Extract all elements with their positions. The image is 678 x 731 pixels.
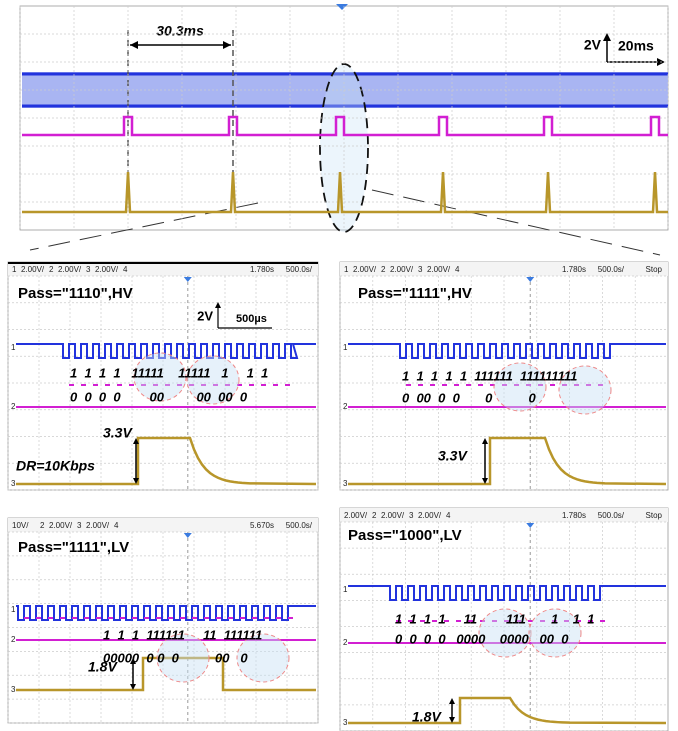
- voltage-label: 1.8V: [88, 659, 118, 675]
- channel-number: 3: [77, 521, 82, 530]
- volt-scale: 2V: [584, 37, 602, 53]
- channel-marker: 2: [11, 635, 16, 644]
- bits-high: 1 1 1 1 11111 11111 1 1 1: [70, 365, 268, 380]
- channel-number: 1: [12, 265, 17, 274]
- header-info: 1.780s: [250, 265, 274, 274]
- channel-marker: 3: [11, 479, 16, 488]
- volt-scale: 2V: [197, 308, 213, 323]
- channel-number: 1: [344, 265, 349, 274]
- header-info: 500.0s/: [598, 265, 625, 274]
- header-info: 5.670s: [250, 521, 274, 530]
- channel-marker: 2: [343, 638, 348, 647]
- voltage-label: 3.3V: [438, 448, 468, 464]
- scope-panel: 10V/2 2.00V/3 2.00V/4 5.670s 500.0s/1 2 3 Pass=…: [8, 518, 318, 723]
- note: DR=10Kbps: [16, 458, 95, 474]
- time-scale: 20ms: [618, 38, 654, 54]
- scope-panel: 2.00V/2 2.00V/3 2.00V/4 1.780s 500.0s/Stop 1 2…: [340, 508, 668, 731]
- time-scale: 500µs: [236, 313, 267, 325]
- channel-scale: 10V/: [12, 521, 29, 530]
- channel-marker: 2: [343, 402, 348, 411]
- bits-high: 1 1 1 1 11 111 1 1 1: [395, 611, 594, 626]
- channel-number: 2: [49, 265, 54, 274]
- header-info: 500.0s/: [286, 521, 313, 530]
- channel-scale: 2.00V/: [344, 511, 368, 520]
- bits-low: 00000 0 0 0 00 0: [103, 650, 248, 665]
- channel-scale: 2.00V/: [58, 265, 82, 274]
- bits-high: 1 1 1 1 1 111111 111111111: [402, 368, 577, 383]
- channel-scale: 2.00V/: [353, 265, 377, 274]
- channel-number: 2: [372, 511, 377, 520]
- channel-marker: 3: [343, 718, 348, 727]
- bits-low: 0 00 0 0 0 0: [402, 390, 536, 405]
- figure: 30.3ms 2V 20ms 1 2.00V/2 2.00V/3 2.00V/4 1.7…: [0, 0, 678, 731]
- channel-scale: 2.00V/: [418, 511, 442, 520]
- header-info: 1.780s: [562, 265, 586, 274]
- bits-low: 0 0 0 0 00 00 00 0: [70, 389, 248, 404]
- bits-low: 0 0 0 0 0000 0000 00 0: [395, 631, 569, 646]
- scope-panel: 1 2.00V/2 2.00V/3 2.00V/4 1.780s 500.0s/1 2 3 Pa…: [8, 262, 318, 490]
- channel-marker: 2: [11, 402, 16, 411]
- channel-number: 4: [446, 511, 451, 520]
- channel-marker: 3: [343, 479, 348, 488]
- voltage-label: 3.3V: [103, 425, 133, 441]
- channel-marker: 1: [11, 343, 16, 352]
- scope-panel: 1 2.00V/2 2.00V/3 2.00V/4 1.780s 500.0s/Stop 1…: [340, 262, 668, 490]
- channel-scale: 2.00V/: [49, 521, 73, 530]
- overview-scope: 30.3ms 2V 20ms: [20, 4, 668, 255]
- channel-number: 4: [114, 521, 119, 530]
- channel-scale: 2.00V/: [21, 265, 45, 274]
- voltage-label: 1.8V: [412, 709, 442, 725]
- header-info: 1.780s: [562, 511, 586, 520]
- channel-number: 3: [409, 511, 414, 520]
- channel-scale: 2.00V/: [427, 265, 451, 274]
- channel-number: 2: [40, 521, 45, 530]
- channel-scale: 2.00V/: [86, 521, 110, 530]
- channel-scale: 2.00V/: [95, 265, 119, 274]
- panel-title: Pass="1111",HV: [358, 285, 472, 302]
- channel-marker: 1: [343, 585, 348, 594]
- span-label: 30.3ms: [156, 23, 204, 39]
- channel-marker: 1: [11, 605, 16, 614]
- channel-number: 2: [381, 265, 386, 274]
- channel-marker: 3: [11, 685, 16, 694]
- channel-scale: 2.00V/: [381, 511, 405, 520]
- header-info: 500.0s/: [286, 265, 313, 274]
- zoomed-scopes: 1 2.00V/2 2.00V/3 2.00V/4 1.780s 500.0s/1 2 3 Pa…: [8, 262, 668, 731]
- header-info: Stop: [646, 511, 663, 520]
- channel-number: 3: [418, 265, 423, 274]
- panel-title: Pass="1110",HV: [18, 285, 133, 302]
- channel-number: 4: [455, 265, 460, 274]
- panel-title: Pass="1000",LV: [348, 527, 462, 544]
- bits-high: 1 1 1 111111 11 111111: [103, 627, 262, 642]
- channel-marker: 1: [343, 343, 348, 352]
- header-info: 500.0s/: [598, 511, 625, 520]
- channel-number: 3: [86, 265, 91, 274]
- panel-title: Pass="1111",LV: [18, 539, 129, 556]
- channel-number: 4: [123, 265, 128, 274]
- channel-scale: 2.00V/: [390, 265, 414, 274]
- header-info: Stop: [646, 265, 663, 274]
